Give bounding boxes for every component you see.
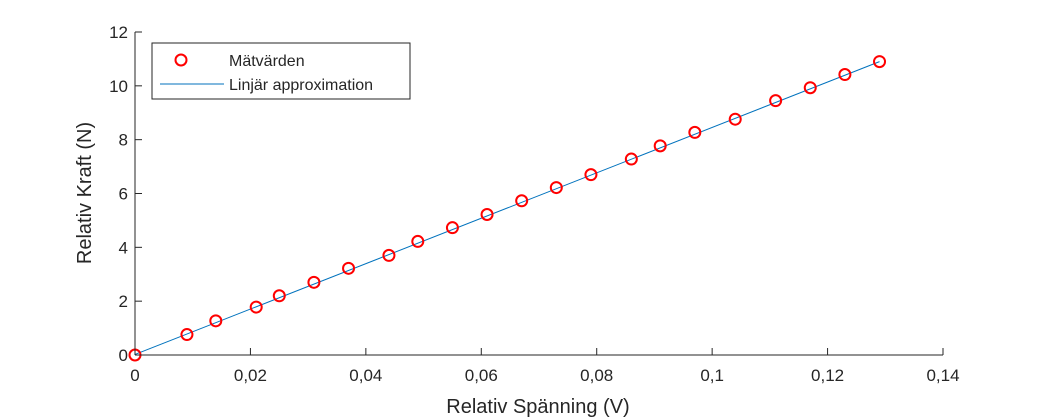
legend-marker-icon — [174, 53, 188, 67]
x-tick-label: 0,04 — [349, 366, 382, 385]
x-axis-title: Relativ Spänning (V) — [446, 396, 629, 417]
data-point — [549, 181, 563, 195]
y-tick-label: 8 — [119, 131, 128, 150]
legend-label-series-2: Linjär approximation — [229, 77, 373, 94]
legend-label-series-1: Mätvärden — [229, 53, 305, 70]
data-point — [769, 94, 783, 108]
data-point — [624, 152, 638, 166]
data-point — [411, 234, 425, 248]
y-axis-title: Relativ Kraft (N) — [74, 122, 96, 264]
legend: Mätvärden Linjär approximation — [151, 42, 411, 100]
data-point — [653, 139, 667, 153]
data-point — [307, 275, 321, 289]
y-axis: 0 2 4 6 8 10 12 — [109, 23, 142, 365]
data-point — [382, 248, 396, 262]
y-tick-label: 4 — [119, 238, 128, 257]
y-tick-label: 0 — [119, 346, 128, 365]
data-point — [803, 81, 817, 95]
x-tick-label: 0,14 — [926, 366, 959, 385]
y-tick-label: 2 — [119, 292, 128, 311]
data-point — [445, 221, 459, 235]
data-point — [480, 207, 494, 221]
y-tick-label: 12 — [109, 23, 128, 42]
x-axis: 0 0,02 0,04 0,06 0,08 0,1 0,12 0,14 — [130, 348, 960, 385]
data-point — [728, 112, 742, 126]
x-tick-label: 0,08 — [580, 366, 613, 385]
x-tick-label: 0,12 — [811, 366, 844, 385]
y-tick-label: 6 — [119, 185, 128, 204]
data-point — [688, 125, 702, 139]
data-point — [209, 314, 223, 328]
data-point — [342, 261, 356, 275]
data-point — [838, 68, 852, 82]
data-point — [180, 328, 194, 342]
data-point — [515, 194, 529, 208]
data-point — [272, 289, 286, 303]
data-point — [249, 300, 263, 314]
x-tick-label: 0,06 — [465, 366, 498, 385]
x-tick-label: 0,1 — [700, 366, 724, 385]
x-tick-label: 0,02 — [234, 366, 267, 385]
y-tick-label: 10 — [109, 77, 128, 96]
plot-area — [128, 55, 887, 362]
data-point — [873, 55, 887, 69]
data-point — [584, 168, 598, 182]
x-tick-label: 0 — [130, 366, 139, 385]
approximation-line — [134, 61, 880, 355]
legend-box — [151, 42, 411, 100]
